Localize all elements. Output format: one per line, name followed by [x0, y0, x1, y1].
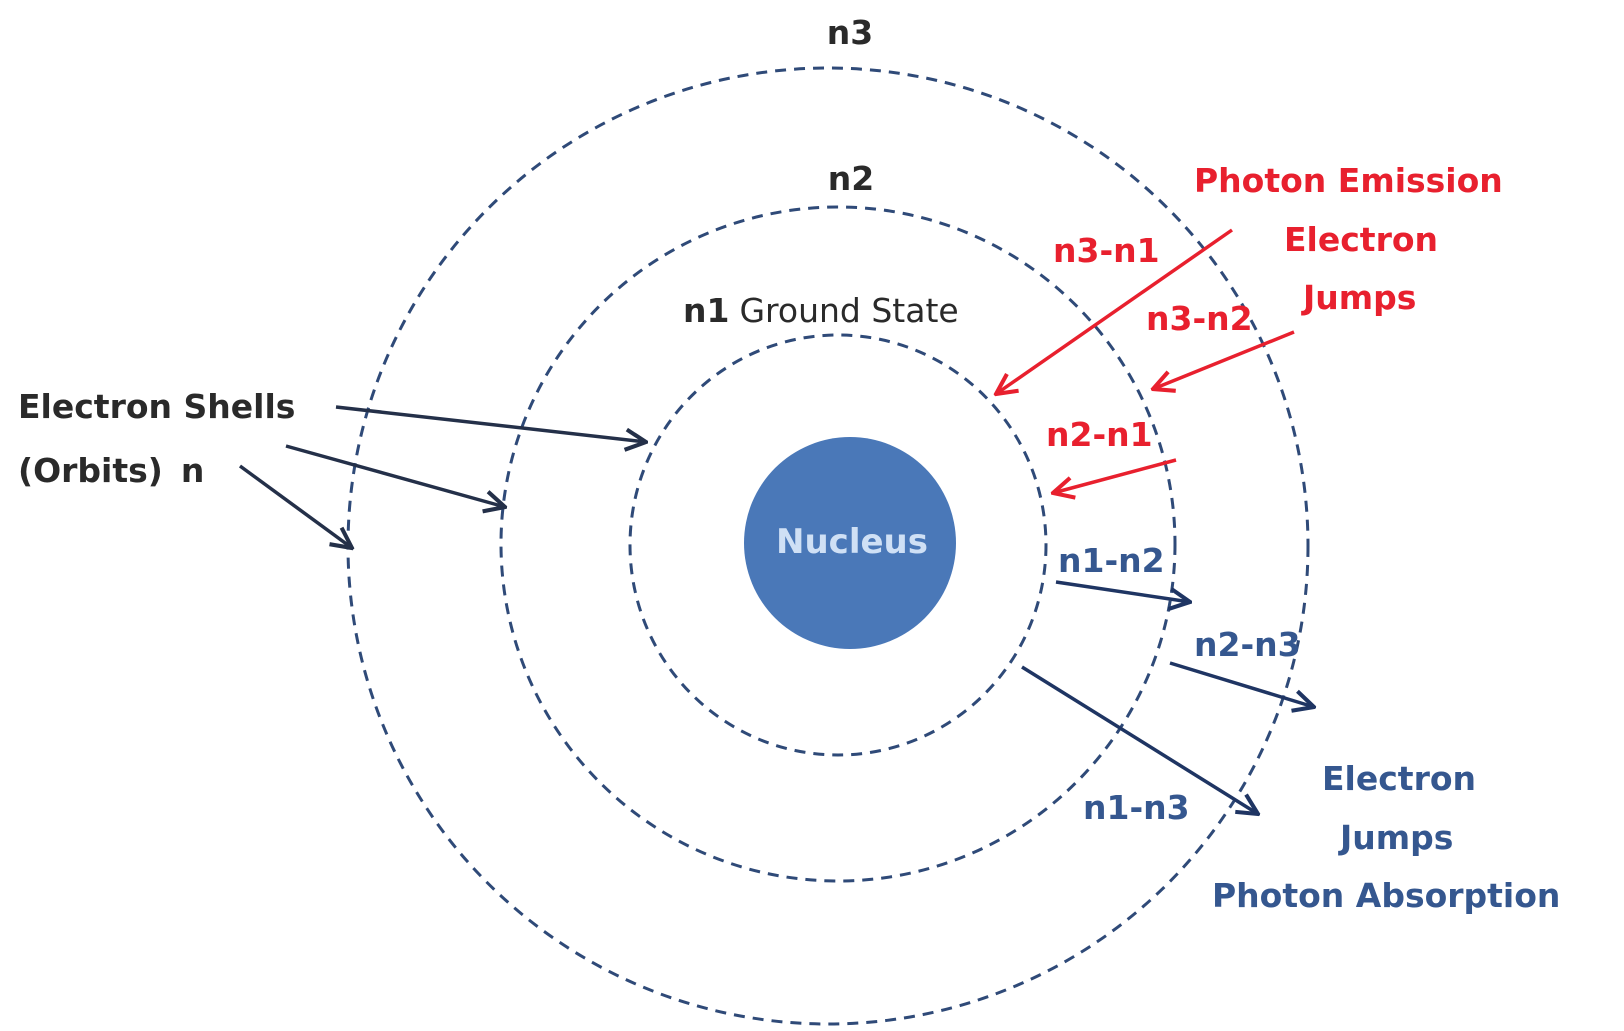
absorption-label-n2-n3: n2-n3 — [1194, 625, 1301, 664]
orbits-n: n — [181, 451, 205, 490]
shell-n1 — [628, 333, 1048, 757]
shell-n2-label: n2 — [828, 159, 874, 198]
shell-n1-desc: Ground State — [739, 291, 958, 330]
pointer-arrow-n1 — [335, 405, 646, 442]
pointer-arrow-n3 — [238, 464, 352, 548]
emission-heading-line2: Electron — [1284, 220, 1438, 259]
emission-label-n2-n1: n2-n1 — [1046, 415, 1153, 454]
absorption-arrow-n1-n2 — [1055, 580, 1190, 602]
shell-n2 — [499, 205, 1177, 883]
shell-n1-label: n1 Ground State — [683, 291, 959, 330]
absorption-arrow-n1-n3 — [1021, 665, 1258, 814]
absorption-arrow-n2-n3 — [1169, 661, 1314, 707]
emission-heading-line1: Photon Emission — [1194, 161, 1503, 200]
absorption-label-n1-n2: n1-n2 — [1058, 541, 1165, 580]
absorption-label-n1-n3: n1-n3 — [1083, 788, 1190, 827]
shell-n3-label: n3 — [827, 13, 873, 52]
absorption-heading-line2: Jumps — [1338, 818, 1453, 857]
absorption-heading-line1: Electron — [1322, 759, 1476, 798]
emission-label-n3-n2: n3-n2 — [1146, 299, 1253, 338]
orbits-text: (Orbits) — [18, 451, 163, 490]
nucleus-label: Nucleus — [776, 522, 928, 562]
emission-heading-line3: Jumps — [1301, 278, 1416, 317]
electron-shells-caption-line1: Electron Shells — [18, 387, 295, 426]
electron-shells-caption-line2: (Orbits) n — [18, 451, 204, 490]
emission-arrow-n2-n1 — [1053, 458, 1177, 493]
nucleus — [744, 437, 956, 649]
pointer-arrow-n2 — [285, 444, 505, 507]
absorption-heading-line3: Photon Absorption — [1212, 876, 1560, 915]
emission-label-n3-n1: n3-n1 — [1053, 231, 1160, 270]
shell-n1-bold: n1 — [683, 291, 729, 330]
emission-arrow-n3-n2 — [1153, 330, 1295, 389]
emission-arrow-n3-n1 — [996, 228, 1233, 394]
